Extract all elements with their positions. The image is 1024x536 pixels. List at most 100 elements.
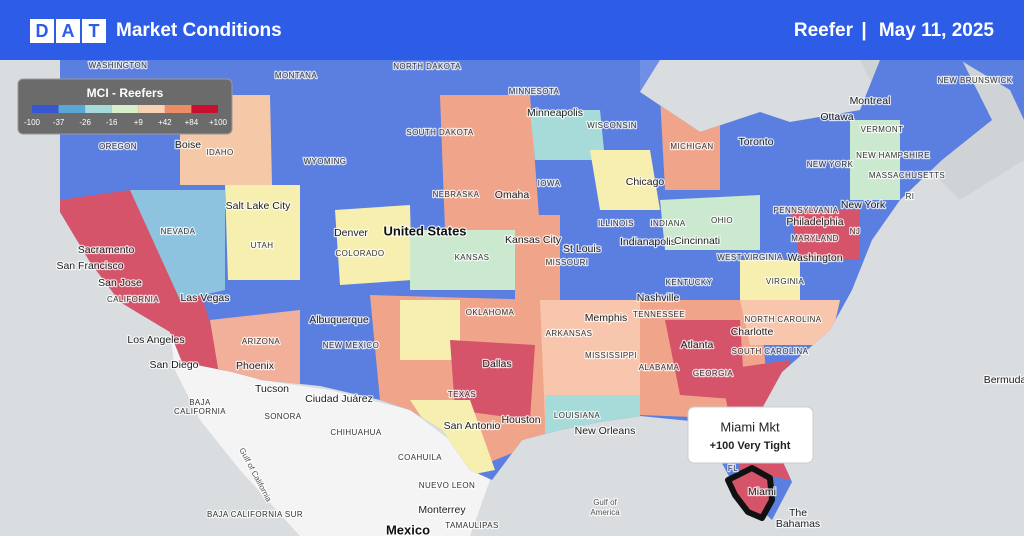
- region-label: TEXAS: [448, 390, 476, 399]
- logo: DAT: [36, 21, 100, 41]
- region-label: COLORADO: [336, 249, 385, 258]
- header: [0, 0, 1024, 60]
- region-label: VIRGINIA: [766, 277, 805, 286]
- region-label: OKLAHOMA: [466, 308, 515, 317]
- region: [850, 120, 900, 200]
- region: [410, 230, 520, 290]
- place-label: Montreal: [850, 95, 891, 107]
- region-label: LOUISIANA: [554, 411, 601, 420]
- region-label: FL: [728, 464, 738, 473]
- logo-box: [56, 19, 80, 43]
- region: [400, 300, 460, 360]
- legend-label: -26: [79, 118, 91, 127]
- region-label: KANSAS: [455, 253, 490, 262]
- place-label: Tucson: [255, 383, 289, 395]
- separator: |: [861, 20, 866, 41]
- place-label: Chicago: [626, 176, 665, 188]
- region: [660, 195, 760, 250]
- region-label: VERMONT: [861, 125, 904, 134]
- region: [210, 310, 300, 390]
- header-title: Market Conditions: [116, 20, 282, 41]
- region-label: MARYLAND: [791, 234, 839, 243]
- place-label: Los Angeles: [127, 334, 184, 346]
- legend-swatch: [85, 105, 112, 113]
- region-label: INDIANA: [650, 219, 686, 228]
- place-label: Cincinnati: [674, 235, 720, 247]
- region: [335, 205, 412, 285]
- place-label: St Louis: [563, 243, 601, 255]
- region-label: ARKANSAS: [546, 329, 593, 338]
- region: [450, 340, 535, 420]
- region-label: IOWA: [538, 179, 561, 188]
- region-label: WYOMING: [304, 157, 347, 166]
- region: [440, 95, 540, 230]
- region-label: OREGON: [99, 142, 137, 151]
- legend-swatch: [138, 105, 165, 113]
- region-label: NEW MEXICO: [323, 341, 379, 350]
- place-label: America: [590, 508, 620, 517]
- region-label: OHIO: [711, 216, 733, 225]
- legend-swatch: [32, 105, 59, 113]
- legend-label: -37: [53, 118, 65, 127]
- place-label: San Jose: [98, 277, 142, 289]
- region-label: SONORA: [264, 412, 301, 421]
- region-label: NEBRASKA: [433, 190, 480, 199]
- region-label: ILLINOIS: [598, 219, 634, 228]
- place-label: Phoenix: [236, 360, 275, 372]
- region-label: WASHINGTON: [89, 61, 148, 70]
- place-label: Atlanta: [681, 339, 714, 351]
- region: [790, 210, 860, 260]
- place-label: Monterrey: [418, 504, 466, 516]
- region-label: PENNSYLVANIA: [774, 206, 839, 215]
- place-label: Gulf of: [593, 498, 617, 507]
- place-label: The: [789, 507, 807, 519]
- region-label: NORTH CAROLINA: [744, 315, 821, 324]
- region-label: COAHUILA: [398, 453, 442, 462]
- place-label: Dallas: [482, 358, 511, 370]
- place-label: Houston: [501, 414, 540, 426]
- place-label: Boise: [175, 139, 201, 151]
- region-label: GEORGIA: [693, 369, 733, 378]
- callout-subtitle: +100 Very Tight: [710, 440, 791, 452]
- callout: [687, 406, 814, 464]
- place-label: Memphis: [585, 312, 628, 324]
- region-label: MICHIGAN: [670, 142, 713, 151]
- callout-title: Miami Mkt: [720, 419, 780, 434]
- region-label: MINNESOTA: [509, 87, 560, 96]
- segment: Reefer: [794, 20, 854, 41]
- place-label: San Francisco: [56, 260, 123, 272]
- region-label: NORTH DAKOTA: [393, 62, 461, 71]
- place-label: Bermuda: [984, 374, 1024, 386]
- place-label: Charlotte: [731, 326, 774, 338]
- place-label: Ciudad Juárez: [305, 393, 373, 405]
- region-label: TAMAULIPAS: [445, 521, 499, 530]
- place-label: New Orleans: [575, 425, 636, 437]
- region: [540, 300, 640, 420]
- region-label: CALIFORNIA: [174, 407, 226, 416]
- region-label: IDAHO: [206, 148, 233, 157]
- legend-swatch: [111, 105, 139, 113]
- region-label: MISSISSIPPI: [585, 351, 637, 360]
- legend-swatch: [191, 105, 218, 113]
- region-label: MASSACHUSETTS: [869, 171, 945, 180]
- region-label: WEST VIRGINIA: [717, 253, 783, 262]
- region: [225, 185, 300, 280]
- place-label: Bahamas: [776, 518, 820, 530]
- region-label: RI: [906, 192, 915, 201]
- place-label: Washington: [787, 252, 842, 264]
- legend-label: +100: [209, 118, 228, 127]
- legend-label: +9: [134, 118, 144, 127]
- place-label: Philadelphia: [786, 216, 843, 228]
- place-label: Nashville: [637, 292, 680, 304]
- place-label: New York: [841, 199, 886, 211]
- region: [740, 260, 800, 300]
- place-label: Kansas City: [505, 234, 562, 246]
- region: [130, 190, 225, 300]
- region-label: KENTUCKY: [666, 278, 713, 287]
- place-label: Denver: [334, 227, 368, 239]
- legend-title: MCI - Reefers: [87, 86, 164, 100]
- place-label: Miami: [748, 486, 776, 498]
- place-label: San Diego: [149, 359, 198, 371]
- legend-swatch: [164, 105, 192, 113]
- miami-market[interactable]: [725, 465, 775, 521]
